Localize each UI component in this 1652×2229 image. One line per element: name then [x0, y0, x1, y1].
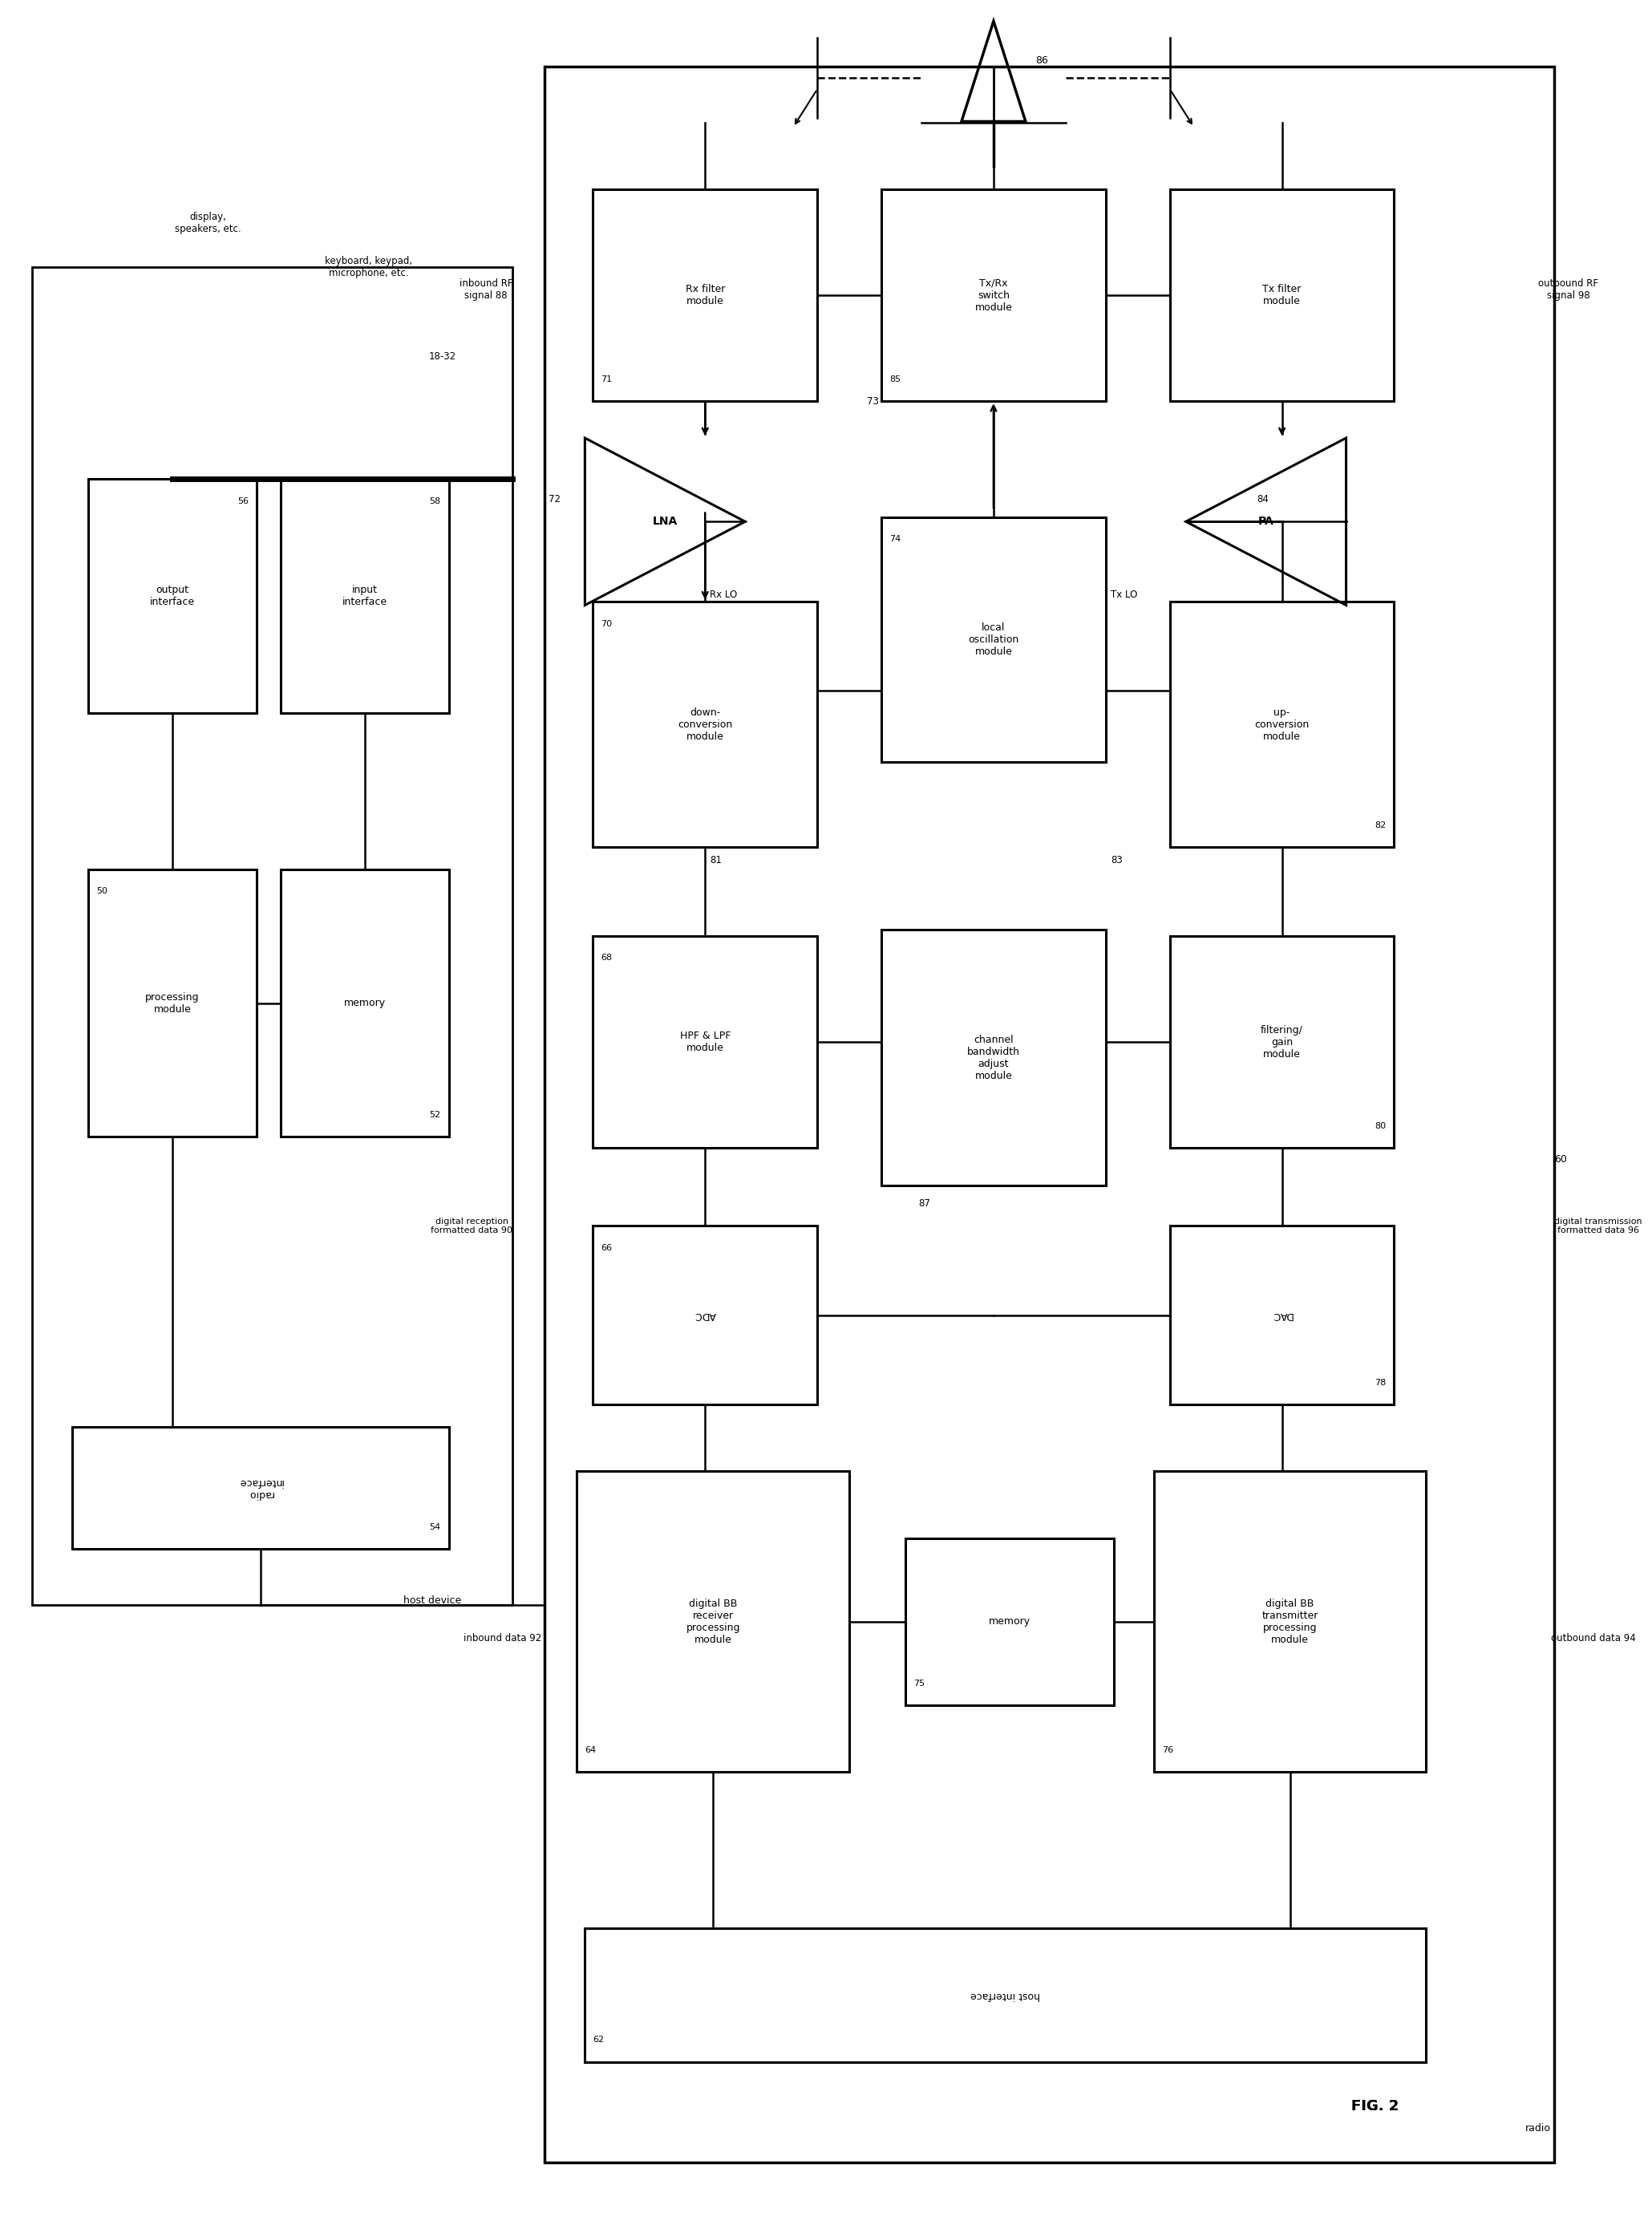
Bar: [545, 67, 1555, 2162]
Bar: [281, 479, 449, 713]
Text: 74: 74: [889, 535, 900, 544]
Text: 86: 86: [1036, 56, 1047, 65]
Bar: [593, 602, 818, 847]
Bar: [73, 1427, 449, 1549]
Text: 54: 54: [430, 1522, 441, 1531]
Text: DAC: DAC: [1272, 1311, 1292, 1320]
Text: outbound data 94: outbound data 94: [1551, 1634, 1635, 1643]
Bar: [882, 189, 1105, 401]
Bar: [585, 1928, 1426, 2062]
Bar: [882, 929, 1105, 1186]
Text: host interface: host interface: [971, 1990, 1041, 1999]
Text: channel
bandwidth
adjust
module: channel bandwidth adjust module: [966, 1034, 1019, 1081]
Text: output
interface: output interface: [150, 584, 195, 609]
Text: 58: 58: [430, 497, 441, 506]
Text: 76: 76: [1161, 1745, 1173, 1754]
Text: up-
conversion
module: up- conversion module: [1254, 707, 1310, 742]
Text: 84: 84: [1257, 495, 1269, 504]
Text: 68: 68: [601, 954, 613, 963]
Text: inbound RF
signal 88: inbound RF signal 88: [459, 279, 512, 301]
Text: HPF & LPF
module: HPF & LPF module: [679, 1030, 730, 1054]
Text: memory: memory: [988, 1616, 1031, 1627]
Text: 73: 73: [867, 397, 879, 406]
Text: 71: 71: [601, 374, 613, 383]
Text: 72: 72: [548, 495, 560, 504]
Text: PA: PA: [1259, 515, 1274, 528]
Text: 83: 83: [1110, 856, 1122, 865]
Bar: [593, 936, 818, 1148]
Bar: [31, 267, 512, 1605]
Text: 56: 56: [238, 497, 248, 506]
Text: digital BB
transmitter
processing
module: digital BB transmitter processing module: [1262, 1598, 1318, 1645]
Text: processing
module: processing module: [145, 992, 200, 1014]
Bar: [593, 1226, 818, 1404]
Text: radio
interface: radio interface: [238, 1476, 282, 1500]
Text: outbound RF
signal 98: outbound RF signal 98: [1538, 279, 1599, 301]
Bar: [1170, 1226, 1394, 1404]
Text: host device: host device: [403, 1596, 461, 1605]
Text: digital transmission
formatted data 96: digital transmission formatted data 96: [1555, 1217, 1642, 1235]
Text: display,
speakers, etc.: display, speakers, etc.: [175, 212, 241, 234]
Text: 78: 78: [1374, 1378, 1386, 1386]
Bar: [1170, 189, 1394, 401]
Bar: [1153, 1471, 1426, 1772]
Text: 50: 50: [96, 887, 107, 896]
Text: digital BB
receiver
processing
module: digital BB receiver processing module: [686, 1598, 740, 1645]
Text: 80: 80: [1374, 1121, 1386, 1130]
Text: Tx/Rx
switch
module: Tx/Rx switch module: [975, 279, 1013, 312]
Text: 60: 60: [1555, 1155, 1568, 1164]
Bar: [905, 1538, 1113, 1705]
Text: FIG. 2: FIG. 2: [1351, 2100, 1399, 2113]
Text: Tx filter
module: Tx filter module: [1262, 283, 1302, 308]
Text: 52: 52: [430, 1110, 441, 1119]
Text: keyboard, keypad,
microphone, etc.: keyboard, keypad, microphone, etc.: [325, 256, 413, 279]
Text: 81: 81: [710, 856, 722, 865]
Bar: [1170, 602, 1394, 847]
Text: filtering/
gain
module: filtering/ gain module: [1260, 1025, 1303, 1059]
Bar: [577, 1471, 849, 1772]
Bar: [593, 189, 818, 401]
Text: 75: 75: [914, 1678, 925, 1687]
Text: 82: 82: [1374, 820, 1386, 829]
Text: 64: 64: [585, 1745, 596, 1754]
Text: radio: radio: [1525, 2124, 1551, 2133]
Text: FIG. 2: FIG. 2: [1351, 2100, 1399, 2113]
Text: Rx LO: Rx LO: [710, 591, 737, 600]
Text: inbound data 92: inbound data 92: [464, 1634, 542, 1643]
Text: Rx filter
module: Rx filter module: [686, 283, 725, 308]
Text: Tx LO: Tx LO: [1110, 591, 1137, 600]
Bar: [882, 517, 1105, 762]
Bar: [88, 869, 256, 1137]
Text: 62: 62: [593, 2035, 605, 2044]
Text: memory: memory: [344, 999, 385, 1008]
Text: digital reception
formatted data 90: digital reception formatted data 90: [431, 1217, 512, 1235]
Text: LNA: LNA: [653, 515, 677, 528]
Bar: [88, 479, 256, 713]
Text: 66: 66: [601, 1244, 613, 1253]
Text: down-
conversion
module: down- conversion module: [677, 707, 732, 742]
Text: input
interface: input interface: [342, 584, 387, 609]
Text: 70: 70: [601, 620, 613, 629]
Text: local
oscillation
module: local oscillation module: [968, 622, 1019, 658]
Bar: [1170, 936, 1394, 1148]
Bar: [281, 869, 449, 1137]
Text: ADC: ADC: [694, 1311, 715, 1320]
Text: 85: 85: [889, 374, 900, 383]
Text: 87: 87: [919, 1199, 930, 1208]
Text: 18-32: 18-32: [428, 352, 456, 361]
